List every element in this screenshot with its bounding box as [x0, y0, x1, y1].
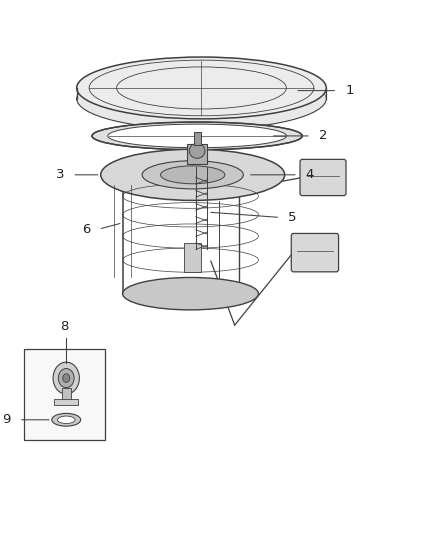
FancyBboxPatch shape	[300, 159, 346, 196]
FancyBboxPatch shape	[291, 233, 339, 272]
Ellipse shape	[77, 68, 326, 130]
Text: 5: 5	[288, 211, 297, 224]
Text: 1: 1	[345, 84, 353, 97]
Bar	[54, 399, 78, 405]
Text: 2: 2	[319, 130, 327, 142]
Ellipse shape	[160, 166, 225, 184]
Ellipse shape	[101, 149, 285, 200]
Text: 4: 4	[306, 168, 314, 181]
Ellipse shape	[63, 374, 70, 382]
Ellipse shape	[142, 161, 244, 189]
Text: 9: 9	[3, 413, 11, 426]
Bar	[194, 132, 201, 145]
Bar	[187, 144, 207, 164]
Ellipse shape	[53, 362, 79, 394]
Text: 3: 3	[56, 168, 64, 181]
Ellipse shape	[108, 124, 286, 148]
Ellipse shape	[57, 416, 75, 424]
Ellipse shape	[52, 414, 81, 426]
Ellipse shape	[123, 278, 258, 310]
Bar	[184, 243, 201, 272]
Text: 8: 8	[60, 320, 68, 333]
Polygon shape	[77, 57, 326, 99]
Bar	[24, 349, 105, 440]
Ellipse shape	[58, 368, 74, 387]
Ellipse shape	[77, 57, 326, 119]
Ellipse shape	[189, 143, 205, 158]
Text: 6: 6	[82, 223, 91, 236]
Bar	[62, 389, 71, 402]
Ellipse shape	[92, 122, 302, 150]
